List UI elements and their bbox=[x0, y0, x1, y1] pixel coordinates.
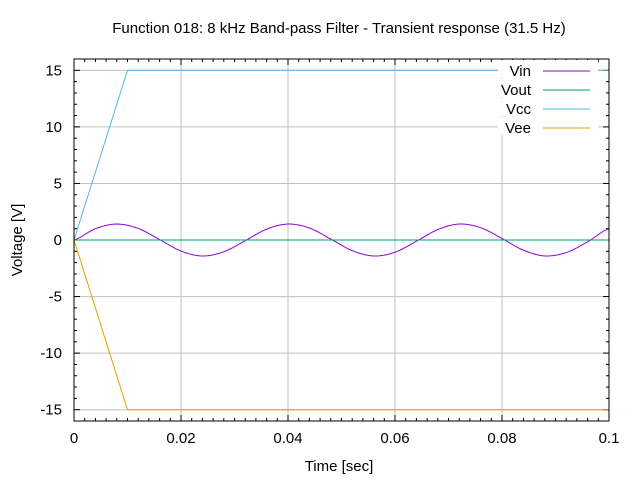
legend: Vin Vout Vcc Vee bbox=[498, 60, 598, 137]
y-tick-label: 15 bbox=[45, 62, 62, 79]
y-tick-label: 0 bbox=[54, 232, 62, 249]
plot-frame bbox=[73, 58, 610, 422]
chart-title: Function 018: 8 kHz Band-pass Filter - T… bbox=[112, 20, 566, 37]
legend-background bbox=[498, 60, 598, 78]
legend-background bbox=[498, 79, 598, 97]
x-tick-label: 0 bbox=[70, 430, 78, 447]
series-lines bbox=[73, 69, 610, 411]
legend-label-vcc: Vcc bbox=[506, 101, 532, 118]
series-line-vin bbox=[73, 223, 610, 257]
x-tick-label: 0.02 bbox=[166, 430, 195, 447]
y-tick-label: -10 bbox=[40, 345, 62, 362]
x-axis-label: Time [sec] bbox=[305, 458, 374, 475]
legend-label-vout: Vout bbox=[501, 82, 532, 99]
y-tick-label: 10 bbox=[45, 119, 62, 136]
legend-label-vin: Vin bbox=[510, 63, 531, 80]
x-tick-label: 0.04 bbox=[273, 430, 302, 447]
x-tick-label: 0.1 bbox=[599, 430, 620, 447]
legend-background bbox=[498, 98, 598, 116]
legend-background bbox=[498, 117, 598, 135]
series-line-vcc bbox=[73, 69, 609, 241]
legend-label-vee: Vee bbox=[505, 120, 531, 137]
x-tick-label: 0.06 bbox=[380, 430, 409, 447]
x-tick-label: 0.08 bbox=[487, 430, 516, 447]
y-tick-label: -15 bbox=[40, 402, 62, 419]
y-axis-label: Voltage [V] bbox=[9, 204, 26, 277]
y-tick-label: -5 bbox=[49, 289, 62, 306]
series-line-vee bbox=[73, 239, 609, 411]
y-tick-label: 5 bbox=[54, 175, 62, 192]
